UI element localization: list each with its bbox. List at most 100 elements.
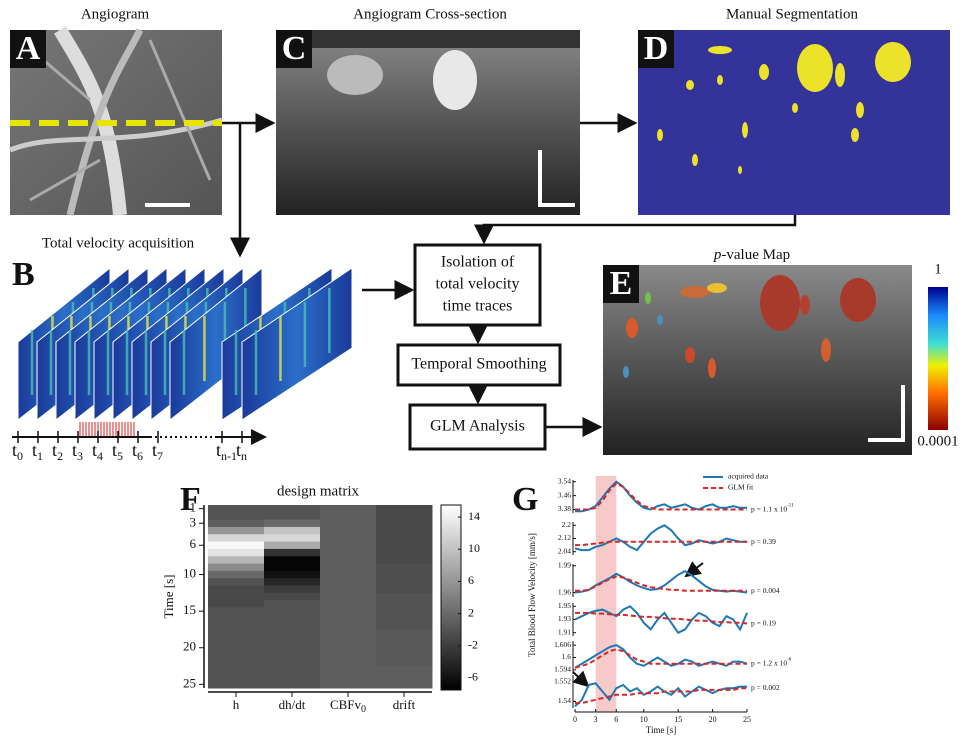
p-value-label: p = 0.19 (751, 618, 776, 627)
panel-title: p-value Map (713, 247, 790, 263)
column-label: drift (393, 697, 416, 712)
column-label: dh/dt (279, 697, 306, 712)
matrix-cell (320, 505, 377, 513)
matrix-cell (208, 556, 265, 564)
colorbar-label: 6 (468, 573, 474, 587)
panel-letter: A (16, 30, 41, 67)
time-label-sub: 3 (77, 449, 83, 463)
time-label: t3 (72, 440, 83, 463)
panel-title: design matrix (277, 483, 360, 499)
p-value: p = 0.002 (751, 683, 780, 692)
matrix-cell (208, 578, 265, 586)
matrix-cell (264, 549, 321, 557)
x-tick-label: 15 (674, 715, 682, 724)
matrix-cell (320, 593, 377, 601)
matrix-cell (320, 534, 377, 542)
matrix-cell (208, 644, 265, 652)
matrix-cell (320, 556, 377, 564)
y-tick-label: 25 (183, 675, 196, 690)
matrix-cell (264, 593, 321, 601)
colorbar-label: -6 (468, 670, 478, 684)
matrix-cell (320, 651, 377, 659)
y-tick-label: 1.6 (562, 652, 572, 661)
matrix-cell (320, 681, 377, 689)
y-tick-label: 1 (190, 500, 197, 515)
colorbar-label: 10 (468, 541, 480, 555)
matrix-cell (376, 556, 433, 564)
flow-text: total velocity (436, 276, 520, 293)
matrix-cell (208, 534, 265, 542)
matrix-cell (320, 673, 377, 681)
matrix-cell (320, 527, 377, 535)
matrix-cell (376, 673, 433, 681)
matrix-cell (320, 586, 377, 594)
matrix-cell (264, 556, 321, 564)
matrix-cell (208, 600, 265, 608)
time-label-sub: n (241, 449, 247, 463)
matrix-cell (376, 586, 433, 594)
legend-label: acquired data (728, 472, 769, 481)
matrix-cell (264, 607, 321, 615)
y-tick-label: 3.46 (558, 490, 571, 499)
matrix-cell (376, 629, 433, 637)
matrix-cell (376, 593, 433, 601)
matrix-cell (264, 520, 321, 528)
matrix-cell (376, 622, 433, 630)
matrix-cell (264, 505, 321, 513)
matrix-cell (320, 578, 377, 586)
matrix-cell (264, 666, 321, 674)
matrix-cell (376, 512, 433, 520)
time-label-sub: 6 (137, 449, 143, 463)
column-sub: 0 (361, 704, 366, 715)
matrix-cell (208, 651, 265, 659)
x-tick-label: 3 (594, 715, 598, 724)
matrix-cell (208, 681, 265, 689)
y-tick-label: 2.12 (558, 533, 571, 542)
matrix-cell (320, 549, 377, 557)
matrix-cell (208, 564, 265, 572)
time-label-sub: 7 (157, 449, 163, 463)
annotation-arrows (573, 563, 703, 686)
matrix-cell (264, 564, 321, 572)
matrix-cell (320, 520, 377, 528)
x-tick-label: 0 (573, 715, 577, 724)
matrix-cell (208, 593, 265, 601)
p-value: p = 1.1 x 10 (751, 504, 787, 513)
y-tick-label: 1.96 (558, 587, 571, 596)
matrix-cell (376, 534, 433, 542)
matrix-cell (208, 615, 265, 623)
p-value: p = 0.39 (751, 537, 776, 546)
time-label-sub: 1 (37, 449, 43, 463)
time-label: t1 (32, 440, 43, 463)
y-tick-label: 1.91 (558, 627, 571, 636)
matrix-cell (208, 607, 265, 615)
panel-letter: D (644, 30, 669, 67)
matrix-cell (320, 622, 377, 630)
colorbar-label: 2 (468, 605, 474, 619)
pvalue-image (603, 265, 948, 455)
matrix-cell (376, 542, 433, 550)
matrix-cell (376, 571, 433, 579)
panel-title: Angiogram Cross-section (353, 6, 507, 22)
matrix-cell (320, 629, 377, 637)
y-tick-label: 6 (190, 536, 197, 551)
y-axis-label: Total Blood Flow Velocity [mm/s] (527, 533, 537, 657)
matrix-cell (264, 651, 321, 659)
y-tick-label: 15 (183, 602, 196, 617)
matrix-cell (208, 666, 265, 674)
matrix-cell (208, 512, 265, 520)
stimulus-band (596, 476, 617, 712)
p-value-label: p = 1.1 x 10-11 (751, 504, 794, 514)
matrix-cell (376, 549, 433, 557)
time-label-sub: 4 (97, 449, 103, 463)
time-label: t2 (52, 440, 63, 463)
matrix-cell (264, 512, 321, 520)
matrix-cell (320, 512, 377, 520)
y-tick-label: 1.99 (558, 561, 571, 570)
matrix-cell (376, 666, 433, 674)
x-tick-label: 25 (743, 715, 751, 724)
column-name: CBFv (330, 697, 362, 712)
y-tick-label: 1.54 (558, 696, 571, 705)
matrix-cell (320, 615, 377, 623)
matrix-cell (264, 578, 321, 586)
